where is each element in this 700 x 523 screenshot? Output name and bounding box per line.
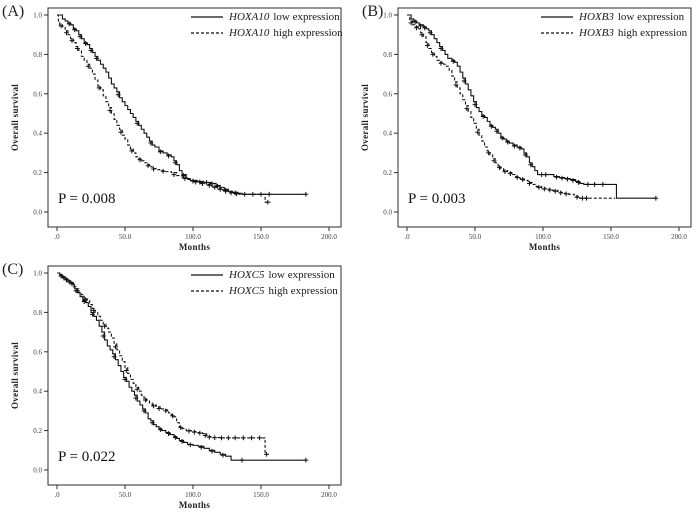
solid-line-swatch — [191, 274, 223, 276]
svg-text:0.2: 0.2 — [33, 169, 42, 177]
svg-text:1.0: 1.0 — [383, 12, 392, 20]
svg-text:0.0: 0.0 — [33, 209, 42, 217]
svg-text:0.8: 0.8 — [383, 51, 392, 59]
svg-text:50.0: 50.0 — [119, 233, 132, 241]
legend-label-low: HOXB3 low expression — [579, 11, 685, 23]
svg-text:150.0: 150.0 — [253, 491, 269, 499]
legend-b: HOXB3 low expression HOXB3 high expression — [540, 11, 687, 39]
km-plot-a: .0 50.0 100.0 150.0 200.0 0.0 0.2 0.4 0.6 0.8 1.0 — [33, 7, 342, 241]
svg-text:.0: .0 — [54, 233, 60, 241]
p-value-annotation: P = 0.003 — [408, 191, 466, 207]
svg-text:0.0: 0.0 — [33, 467, 42, 475]
legend-label-low: HOXC5 low expression — [229, 269, 335, 281]
x-axis-title: Months — [178, 242, 211, 252]
svg-text:50.0: 50.0 — [469, 233, 482, 241]
legend-label-high: HOXB3 high expression — [579, 27, 688, 39]
svg-text:150.0: 150.0 — [253, 233, 269, 241]
svg-text:0.4: 0.4 — [383, 130, 392, 138]
legend-label-high: HOXC5 high expression — [229, 285, 338, 297]
svg-text:200.0: 200.0 — [321, 233, 337, 241]
svg-text:100.0: 100.0 — [185, 233, 201, 241]
panel-b: (B) Overall survival .0 50.0 100.0 150.0 200… — [350, 0, 700, 258]
svg-text:0.6: 0.6 — [33, 90, 42, 98]
legend-c: HOXC5 low expression HOXC5 high expression — [190, 269, 338, 297]
svg-text:.0: .0 — [54, 491, 60, 499]
svg-text:200.0: 200.0 — [321, 491, 337, 499]
svg-text:150.0: 150.0 — [603, 233, 619, 241]
p-value-annotation: P = 0.022 — [58, 449, 116, 465]
svg-text:1.0: 1.0 — [33, 12, 42, 20]
svg-text:0.6: 0.6 — [33, 348, 42, 356]
panel-c: (C) Overall survival .0 50.0 100.0 150.0 200… — [0, 258, 350, 516]
svg-text:0.6: 0.6 — [383, 90, 392, 98]
panel-a-label: (A) — [2, 3, 25, 20]
svg-text:200.0: 200.0 — [671, 233, 687, 241]
panel-c-label: (C) — [2, 261, 24, 278]
solid-line-swatch — [191, 16, 223, 18]
svg-text:.0: .0 — [404, 233, 410, 241]
solid-line-swatch — [541, 16, 573, 18]
svg-text:0.0: 0.0 — [383, 209, 392, 217]
legend-label-low: HOXA10 low expression — [229, 11, 340, 23]
svg-text:0.4: 0.4 — [33, 388, 42, 396]
km-plot-c: .0 50.0 100.0 150.0 200.0 0.0 0.2 0.4 0.6 0.8 1.0 — [33, 265, 342, 499]
x-axis-title: Months — [178, 500, 211, 510]
svg-text:100.0: 100.0 — [185, 491, 201, 499]
panel-b-label: (B) — [362, 3, 384, 20]
svg-text:0.2: 0.2 — [33, 427, 42, 435]
svg-text:0.4: 0.4 — [33, 130, 42, 138]
dashed-line-swatch — [541, 32, 573, 34]
x-axis-title: Months — [528, 242, 561, 252]
svg-text:1.0: 1.0 — [33, 270, 42, 278]
km-plot-b: .0 50.0 100.0 150.0 200.0 0.0 0.2 0.4 0.6 0.8 1.0 — [383, 7, 692, 241]
panel-a: (A) Overall survival .0 50.0 100.0 150.0 200… — [0, 0, 350, 258]
svg-text:100.0: 100.0 — [535, 233, 551, 241]
svg-text:0.8: 0.8 — [33, 309, 42, 317]
dashed-line-swatch — [191, 32, 223, 34]
svg-text:0.2: 0.2 — [383, 169, 392, 177]
legend-a: HOXA10 low expression HOXA10 high expressi… — [190, 11, 343, 39]
svg-text:50.0: 50.0 — [119, 491, 132, 499]
legend-label-high: HOXA10 high expression — [229, 27, 343, 39]
p-value-annotation: P = 0.008 — [58, 191, 116, 207]
dashed-line-swatch — [191, 290, 223, 292]
svg-text:0.8: 0.8 — [33, 51, 42, 59]
